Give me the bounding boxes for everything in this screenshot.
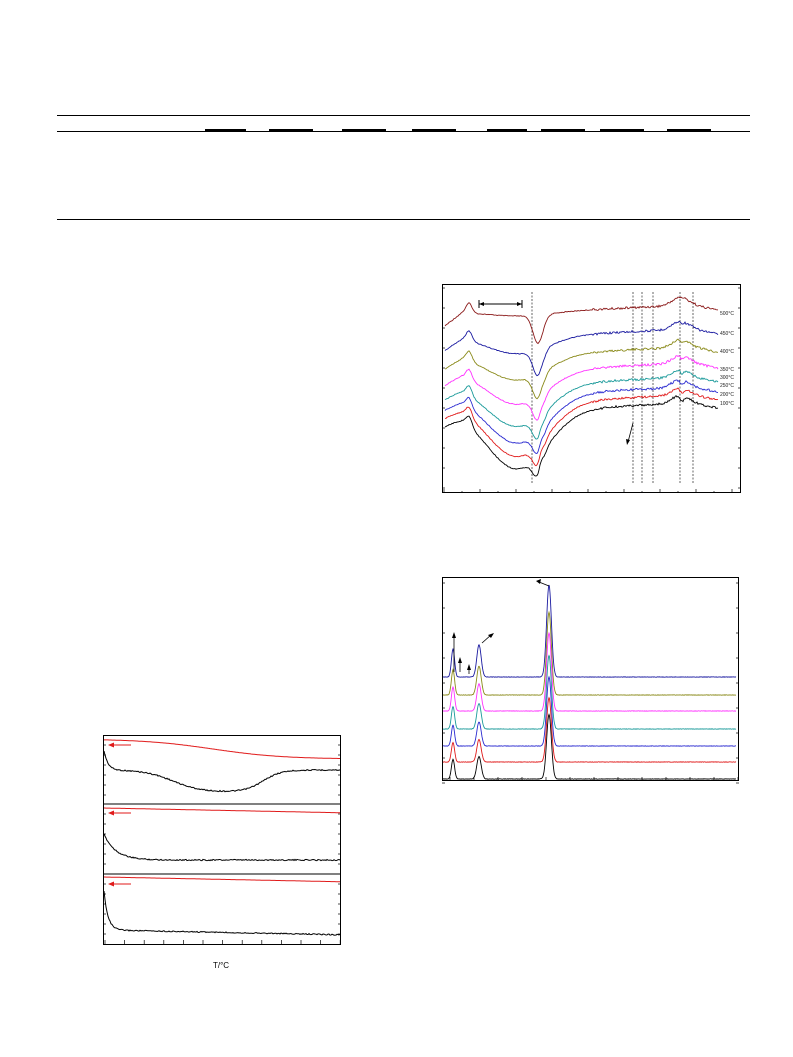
tga-tg-curve-2: [104, 807, 340, 814]
ftir-spectrum-line: [444, 369, 719, 440]
ftir-arrow: [626, 422, 634, 445]
ftir-temperature-label: 350°C: [720, 367, 734, 373]
ftir-temperature-label: 250°C: [720, 383, 734, 389]
tga-dtg-curve-1: [103, 750, 341, 793]
tga-arrows: [108, 742, 131, 887]
table-col-rule-1: [205, 129, 246, 131]
ftir-temperature-label: 450°C: [720, 331, 734, 337]
tga-plot: [103, 735, 341, 945]
ftir-reference-lines: [531, 292, 694, 484]
ftir-temperature-label: 400°C: [720, 349, 734, 355]
xrd-figure: [442, 577, 742, 788]
ftir-spectrum-line: [444, 338, 718, 400]
xrd-peak-arrows: [452, 579, 550, 674]
ftir-temperature-label: 500°C: [720, 311, 734, 317]
table-col-rule-6: [541, 129, 585, 131]
ftir-range-bar: [478, 300, 523, 308]
table-col-rule-2: [269, 129, 313, 131]
tga-tg-curve-3: [104, 876, 340, 883]
table-col-rule-5: [487, 129, 527, 131]
ftir-spectrum-line: [444, 296, 719, 345]
ftir-spectrum-line: [444, 379, 719, 454]
ftir-figure: 500°C 450°C 400°C 350°C 300°C 250°C 200°C 100°C: [442, 284, 742, 494]
table-top-rule: [57, 115, 750, 116]
ftir-plot: 500°C 450°C 400°C 350°C 300°C 250°C 200°C 100°C: [442, 284, 741, 493]
tga-ticks: [103, 744, 341, 944]
table-bottom-rule: [57, 219, 750, 220]
ftir-ticks: [442, 287, 741, 493]
tga-dtg-curve-2: [103, 833, 341, 862]
xrd-pattern-line: [443, 631, 737, 712]
ftir-temperature-labels: 500°C 450°C 400°C 350°C 300°C 250°C 200°C 100°C: [720, 311, 734, 407]
table-col-rule-7: [600, 129, 644, 131]
xrd-patterns: [442, 584, 737, 780]
ftir-spectrum-line: [444, 387, 719, 467]
ftir-spectrum-line: [444, 320, 719, 377]
tga-curves: [103, 739, 341, 936]
ftir-spectrum-line: [444, 395, 719, 477]
ftir-temperature-label: 100°C: [720, 401, 734, 407]
table-col-rule-4: [412, 129, 456, 131]
xrd-ticks: [442, 582, 739, 784]
xrd-pattern-line: [442, 584, 737, 678]
xrd-pattern-line: [442, 675, 736, 747]
ftir-spectrum-line: [444, 355, 719, 421]
tga-x-axis-label: T/°C: [213, 961, 230, 970]
ftir-spectra: [444, 296, 719, 477]
ftir-temperature-label: 200°C: [720, 392, 734, 398]
tga-tg-curve-1: [104, 739, 340, 759]
ftir-temperature-label: 300°C: [720, 375, 734, 381]
xrd-pattern-line: [442, 696, 737, 763]
table-col-rule-8: [667, 129, 711, 131]
xrd-pattern-line: [443, 610, 737, 696]
xrd-plot: [442, 577, 739, 784]
xrd-pattern-line: [442, 654, 737, 730]
table-col-rule-3: [342, 129, 386, 131]
tga-figure: [103, 735, 343, 947]
xrd-pattern-line: [443, 713, 736, 780]
tga-dtg-curve-3: [103, 890, 341, 936]
table-header-rule: [57, 131, 750, 132]
